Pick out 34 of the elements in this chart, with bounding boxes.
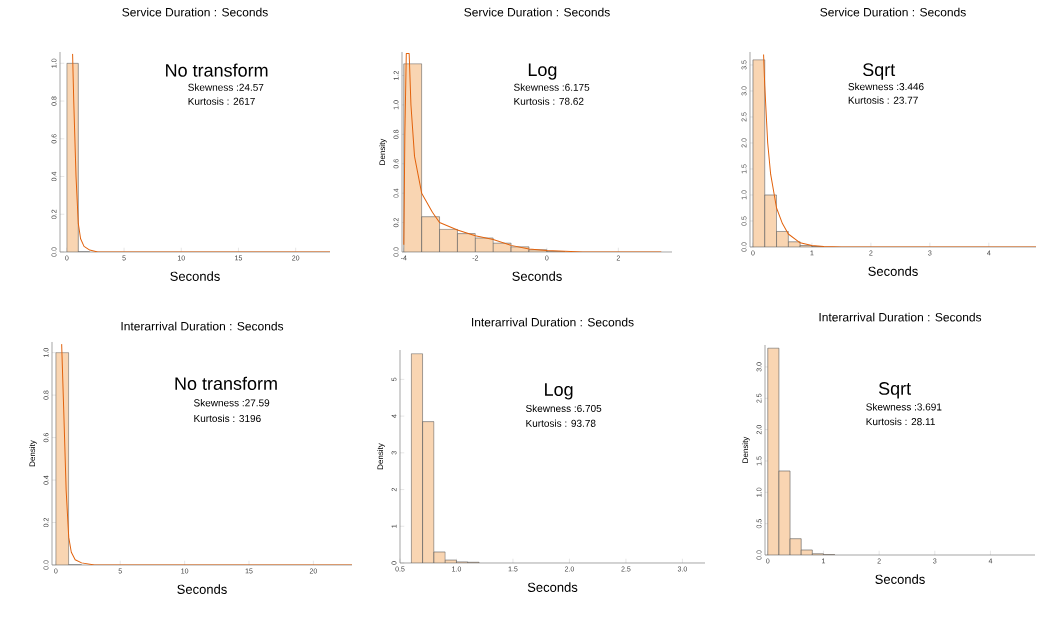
annotation: Kurtosis : 78.62 (514, 97, 584, 105)
annotation: Sqrt (878, 382, 911, 399)
annotation: Kurtosis : 28.11 (866, 417, 935, 426)
y-axis-title: Density (29, 440, 37, 467)
annotation: Kurtosis : 93.78 (526, 419, 596, 427)
x-axis-title: Seconds (170, 271, 220, 281)
annotation: Log (545, 383, 573, 400)
annotation: Log (528, 63, 557, 80)
x-axis-title: Seconds (527, 582, 578, 592)
annotation: Skewness :6.705 (525, 404, 602, 412)
annotation: Skewness :27.59 (193, 399, 270, 407)
y-axis-title: Density (742, 436, 750, 463)
annotation: Skewness :3.691 (866, 403, 942, 411)
y-axis-title: Density (377, 443, 385, 470)
annotation: No transform (175, 376, 277, 390)
annotation: No transform (166, 63, 268, 77)
x-axis-title: Seconds (875, 574, 925, 584)
annotation: Sqrt (863, 63, 896, 80)
chart-title: Service Duration : Seconds (820, 7, 966, 17)
x-axis-title: Seconds (177, 584, 227, 594)
chart-title: Service Duration : Seconds (464, 7, 610, 17)
y-axis-title: Density (379, 138, 387, 165)
annotation: Kurtosis : 23.77 (848, 96, 918, 104)
annotation: Kurtosis : 2617 (188, 97, 255, 105)
x-axis-title: Seconds (512, 271, 562, 281)
chart-title: Interarrival Duration : Seconds (819, 312, 982, 322)
annotation: Skewness :3.446 (848, 82, 924, 91)
x-axis-title: Seconds (868, 266, 918, 276)
chart-title: Service Duration : Seconds (122, 7, 268, 17)
chart-title: Interarrival Duration : Seconds (472, 317, 634, 327)
annotation: Kurtosis : 3196 (194, 414, 261, 422)
annotation: Skewness :24.57 (188, 83, 264, 91)
annotation: Skewness :6.175 (513, 83, 590, 91)
chart-title: Interarrival Duration : Seconds (121, 321, 284, 331)
